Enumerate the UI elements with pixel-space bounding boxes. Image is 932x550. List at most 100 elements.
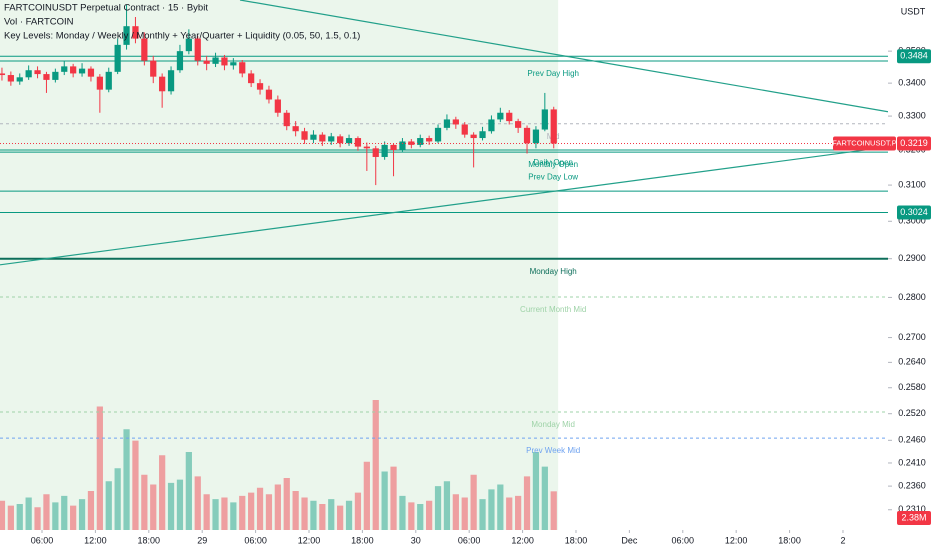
- key-level-label: Prev Day High: [527, 69, 579, 78]
- volume-bar: [239, 495, 246, 530]
- price-axis: [888, 0, 932, 550]
- volume-bar: [176, 479, 184, 530]
- volume-bar: [515, 495, 522, 530]
- volume-title: Vol · FARTCOIN: [4, 17, 74, 28]
- candle-body: [159, 76, 166, 92]
- x-tick-label: 06:00: [672, 535, 695, 545]
- session-highlight: [0, 0, 559, 530]
- candle-body: [78, 68, 86, 74]
- volume-bar: [25, 497, 32, 530]
- candle-body: [123, 26, 130, 45]
- key-level-label: Current Month Mid: [520, 305, 586, 314]
- x-tick-label: 06:00: [244, 535, 267, 545]
- key-level-label: Prev Day Low: [528, 172, 578, 181]
- x-tick-label: Dec: [621, 535, 638, 545]
- x-tick-label: 18:00: [565, 535, 588, 545]
- candle-body: [399, 141, 406, 151]
- candle-body: [506, 112, 513, 122]
- candle-body: [16, 77, 23, 82]
- symbol-tag: [833, 136, 896, 151]
- volume-bar: [426, 500, 433, 530]
- y-tick-label: 0.2310: [898, 504, 926, 514]
- volume-bar: [96, 406, 103, 530]
- candle-body: [194, 38, 201, 61]
- key-level-label: Monday High: [530, 267, 577, 276]
- volume-bar: [265, 494, 273, 530]
- x-tick-label: 30: [411, 535, 421, 545]
- candle-body: [212, 57, 219, 64]
- volume-bar: [506, 497, 513, 530]
- chart-title: FARTCOINUSDT Perpetual Contract · 15 · B…: [4, 3, 208, 14]
- volume-bar: [141, 474, 148, 530]
- volume-bar: [488, 489, 495, 530]
- candle-body: [443, 119, 451, 128]
- y-tick-label: 0.2410: [898, 457, 926, 467]
- candle-body: [114, 44, 121, 72]
- volume-bar: [256, 487, 264, 530]
- candle-body: [345, 138, 353, 144]
- volume-bar: [283, 478, 290, 530]
- x-tick-label: 06:00: [31, 535, 54, 545]
- y-tick-label: 0.2900: [898, 253, 926, 263]
- candle-body: [328, 136, 335, 142]
- y-tick-label: 0.2460: [898, 435, 926, 445]
- candle-body: [0, 73, 6, 76]
- candle-body: [461, 124, 468, 135]
- volume-bar: [70, 505, 77, 530]
- volume-bar: [452, 494, 459, 530]
- candle-body: [87, 68, 95, 77]
- candle-body: [61, 66, 68, 72]
- volume-bar: [221, 497, 228, 530]
- candle-body: [541, 109, 548, 130]
- volume-bar: [34, 507, 41, 530]
- candle-body: [434, 127, 442, 142]
- candle-body: [239, 62, 246, 74]
- volume-bar: [310, 500, 317, 530]
- volume-bar: [399, 495, 406, 530]
- candle-body: [7, 75, 14, 82]
- key-level-label: Monday Mid: [531, 420, 575, 429]
- volume-bar: [274, 484, 281, 530]
- candle-body: [34, 70, 41, 75]
- y-tick-label: 0.3300: [898, 110, 926, 120]
- candle-body: [372, 148, 379, 157]
- trendline: [0, 146, 889, 266]
- y-tick-label: 0.2700: [898, 332, 926, 342]
- volume-bar: [248, 492, 255, 530]
- volume-bar: [434, 486, 442, 530]
- candle-body: [532, 129, 540, 144]
- volume-bar: [292, 491, 299, 530]
- volume-bar: [497, 484, 504, 530]
- volume-bar: [203, 494, 210, 530]
- symbol-tag-label: FARTCOINUSDT.P: [832, 138, 896, 147]
- candle-body: [363, 146, 370, 149]
- volume-bar: [7, 505, 14, 530]
- x-tick-label: 18:00: [351, 535, 374, 545]
- candle-body: [497, 112, 504, 120]
- volume-bar: [132, 440, 139, 530]
- volume-bar: [159, 455, 166, 530]
- trendline: [239, 0, 889, 113]
- y-tick-label: 0.3400: [898, 78, 926, 88]
- candle-body: [141, 38, 148, 61]
- candle-body: [488, 119, 495, 132]
- level-tag-label: 0.3484: [900, 51, 928, 61]
- candle-body: [150, 60, 157, 77]
- y-tick-label: 0.3100: [898, 179, 926, 189]
- volume-bar: [337, 505, 344, 530]
- candle-body: [417, 138, 424, 145]
- candle-body: [132, 26, 139, 39]
- level-tag: [897, 49, 931, 64]
- volume-bar: [470, 474, 477, 530]
- candle-body: [523, 127, 531, 144]
- y-tick-label: 0.2800: [898, 292, 926, 302]
- candle-body: [426, 138, 433, 142]
- candle-body: [167, 70, 175, 92]
- candle-body: [550, 109, 557, 144]
- volume-bar: [408, 502, 415, 530]
- x-tick-label: 29: [197, 535, 207, 545]
- indicator-title: Key Levels: Monday / Weekly / Monthly + …: [4, 31, 360, 42]
- volume-bar: [532, 452, 540, 530]
- candle-body: [248, 73, 255, 84]
